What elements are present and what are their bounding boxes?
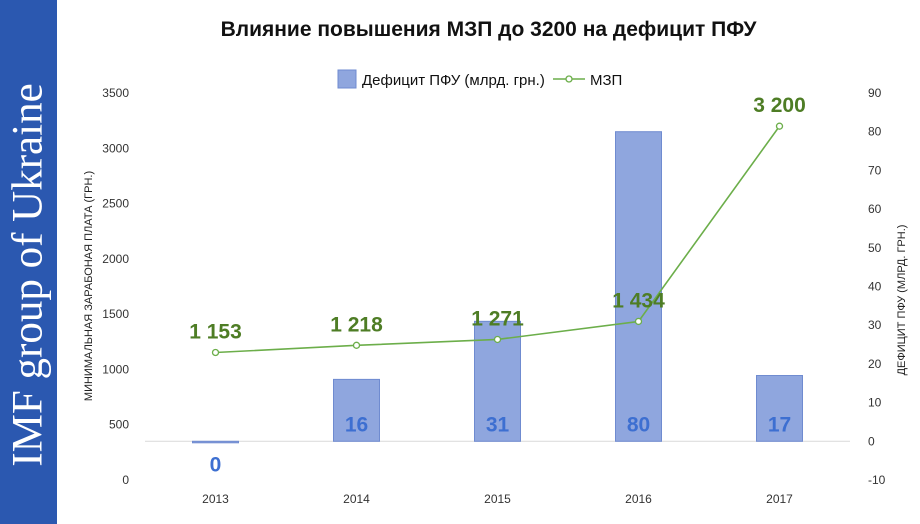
legend-bar-label: Дефицит ПФУ (млрд. грн.) [362, 72, 545, 89]
right-tick-label: 30 [868, 318, 882, 332]
left-tick-label: 2500 [102, 197, 129, 211]
right-tick-label: 10 [868, 396, 882, 410]
left-tick-label: 1000 [102, 362, 129, 376]
mzp-data-label: 1 218 [330, 313, 383, 336]
mzp-point [634, 317, 643, 326]
bar-data-label: 0 [210, 453, 222, 476]
bar-data-label: 17 [768, 413, 791, 436]
left-tick-label: 500 [109, 418, 129, 432]
mzp-point [352, 341, 361, 349]
x-tick-label: 2017 [766, 492, 793, 506]
mzp-point [211, 348, 220, 357]
right-tick-label: 40 [868, 280, 882, 294]
bar-data-label: 80 [627, 413, 650, 436]
right-tick-label: 90 [868, 86, 882, 100]
x-tick-label: 2016 [625, 492, 652, 506]
side-banner: IMF group of Ukraine [0, 0, 57, 524]
left-tick-label: 0 [122, 473, 129, 487]
left-tick-label: 1500 [102, 307, 129, 321]
bar [192, 440, 239, 444]
right-tick-label: 80 [868, 125, 882, 139]
right-tick-label: 50 [868, 241, 882, 255]
right-tick-label: 60 [868, 202, 882, 216]
right-tick-label: -10 [868, 473, 886, 487]
left-tick-label: 3500 [102, 86, 129, 100]
x-tick-label: 2014 [343, 492, 370, 506]
legend-line-marker [565, 75, 573, 83]
right-tick-label: 70 [868, 163, 882, 177]
mzp-data-label: 1 271 [471, 307, 524, 330]
bar [615, 131, 662, 442]
mzp-data-label: 1 153 [189, 321, 242, 344]
mzp-point [493, 335, 502, 344]
bar [756, 375, 803, 442]
right-tick-label: 0 [868, 434, 875, 448]
bar-data-label: 16 [345, 413, 368, 436]
mzp-data-label: 1 434 [612, 289, 665, 312]
bar [333, 378, 380, 442]
right-axis-title: ДЕФИЦИТ ПФУ (МЛРД. ГРН.) [896, 225, 908, 376]
left-tick-label: 2000 [102, 252, 129, 266]
mzp-point [775, 122, 784, 130]
x-tick-label: 2013 [202, 492, 229, 506]
left-axis-title: МИНИМАЛЬНАЯ ЗАРАБОНАЯ ПЛАТА (ГРН.) [83, 171, 95, 401]
legend-line-label: МЗП [590, 72, 622, 89]
left-tick-label: 3000 [102, 141, 129, 155]
x-tick-label: 2015 [484, 492, 511, 506]
mzp-data-label: 3 200 [753, 94, 806, 117]
legend-bar-swatch [337, 69, 357, 89]
chart-title: Влияние повышения МЗП до 3200 на дефицит… [220, 18, 757, 41]
right-tick-label: 20 [868, 357, 882, 371]
bar-data-label: 31 [486, 413, 510, 436]
